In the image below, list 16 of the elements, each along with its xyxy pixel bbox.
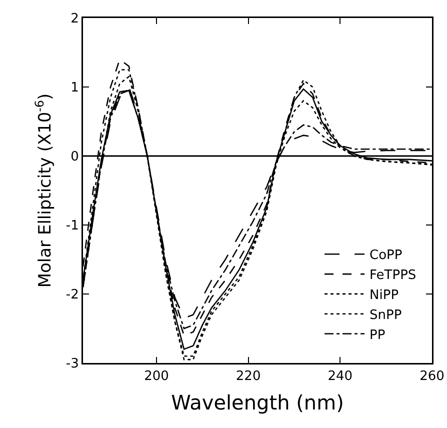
x-tick-label: 260 — [420, 369, 444, 384]
legend-label: FeTPPS — [370, 268, 416, 284]
x-tick-label: 240 — [328, 369, 353, 384]
y-tick-label: -1 — [66, 218, 79, 234]
y-tick-label: 0 — [70, 150, 79, 165]
legend-label: CoPP — [370, 248, 402, 264]
x-tick-label: 220 — [236, 369, 261, 384]
legend-label: PP — [370, 328, 386, 343]
legend-label: SnPP — [370, 308, 402, 323]
y-tick-label: 2 — [70, 12, 79, 27]
x-tick-label: 200 — [144, 369, 169, 384]
x-axis-title: Wavelength (nm) — [171, 390, 344, 414]
y-tick-label: 1 — [70, 80, 79, 96]
y-tick-label: -2 — [66, 288, 79, 303]
legend-label: NiPP — [370, 288, 399, 304]
y-tick-label: -3 — [66, 356, 79, 372]
